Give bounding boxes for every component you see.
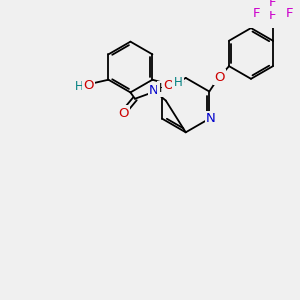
Text: N: N	[149, 84, 159, 97]
Text: N: N	[206, 112, 216, 125]
Text: F: F	[269, 9, 277, 22]
Text: F: F	[253, 7, 260, 20]
Text: O: O	[214, 70, 224, 83]
Text: H: H	[159, 82, 167, 95]
Text: F: F	[269, 0, 277, 9]
Text: O: O	[83, 79, 94, 92]
Text: H: H	[173, 76, 182, 89]
Text: O: O	[118, 107, 128, 120]
Text: O: O	[164, 79, 174, 92]
Text: H: H	[75, 80, 84, 93]
Text: F: F	[286, 7, 293, 20]
